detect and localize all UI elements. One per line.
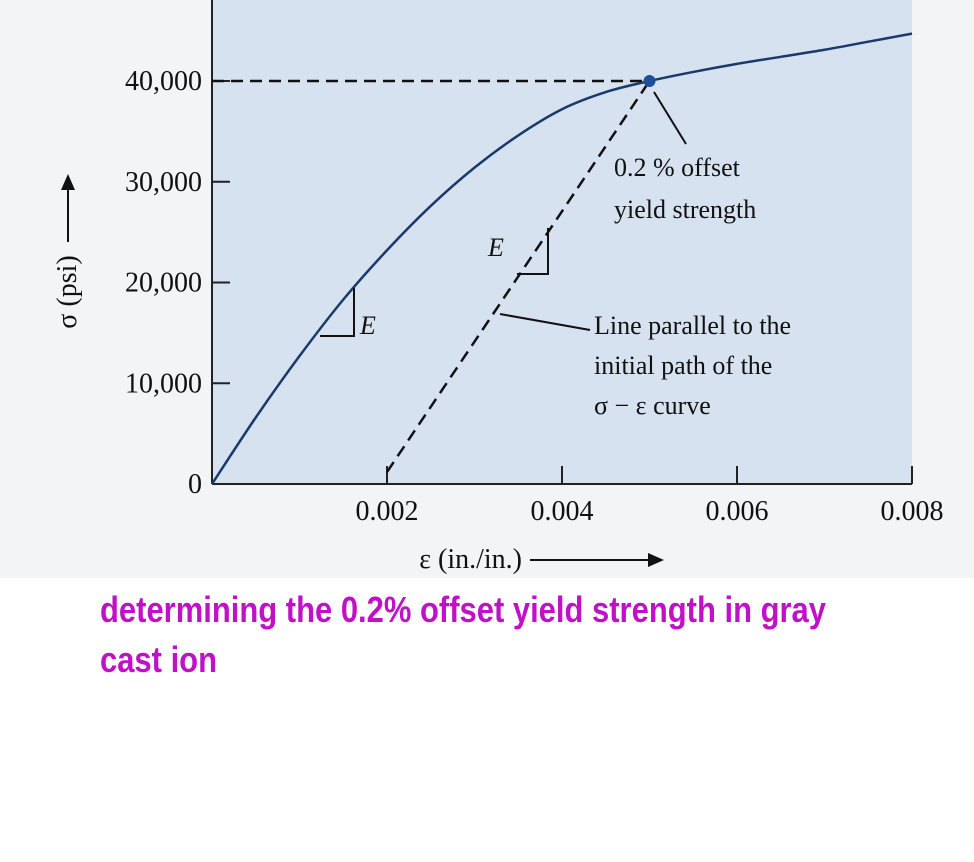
x-axis-arrowhead bbox=[648, 553, 664, 567]
y-axis-arrowhead bbox=[61, 174, 75, 190]
x-axis-label: ε (in./in.) bbox=[419, 544, 522, 575]
yield-leader-line bbox=[653, 91, 687, 145]
yield-annotation-line: yield strength bbox=[614, 195, 756, 224]
y-tick-label: 0 bbox=[188, 469, 202, 500]
stress-strain-chart: 0 10,000 20,000 30,000 40,000 0.002 0.004 0.006… bbox=[52, 0, 944, 575]
slope-triangle-initial bbox=[320, 288, 355, 337]
parallel-annotation-line: Line parallel to the bbox=[594, 311, 791, 340]
y-tick-label: 20,000 bbox=[125, 268, 202, 299]
y-tick-label: 40,000 bbox=[125, 66, 202, 97]
x-tick-label: 0.004 bbox=[531, 496, 594, 527]
slope-triangle-offset bbox=[517, 228, 549, 275]
figure-caption: determining the 0.2% offset yield streng… bbox=[100, 589, 826, 680]
plot-area bbox=[212, 0, 912, 484]
yield-annotation-line: 0.2 % offset bbox=[614, 153, 741, 182]
parallel-leader-line bbox=[499, 313, 591, 331]
stress-strain-curve bbox=[210, 32, 913, 485]
parallel-annotation-line: σ − ε curve bbox=[594, 391, 711, 420]
x-tick-label: 0.002 bbox=[356, 496, 419, 527]
y-tick-label: 30,000 bbox=[125, 167, 202, 198]
x-tick-label: 0.008 bbox=[881, 496, 944, 527]
x-tick-label: 0.006 bbox=[706, 496, 769, 527]
parallel-annotation-line: initial path of the bbox=[594, 351, 772, 380]
offset-line bbox=[385, 80, 651, 473]
slope-label-offset: E bbox=[487, 233, 504, 262]
yield-point-marker bbox=[643, 75, 656, 87]
y-axis-label: σ (psi) bbox=[52, 255, 83, 328]
slope-label-initial: E bbox=[359, 311, 376, 340]
y-tick-label: 10,000 bbox=[125, 368, 202, 399]
